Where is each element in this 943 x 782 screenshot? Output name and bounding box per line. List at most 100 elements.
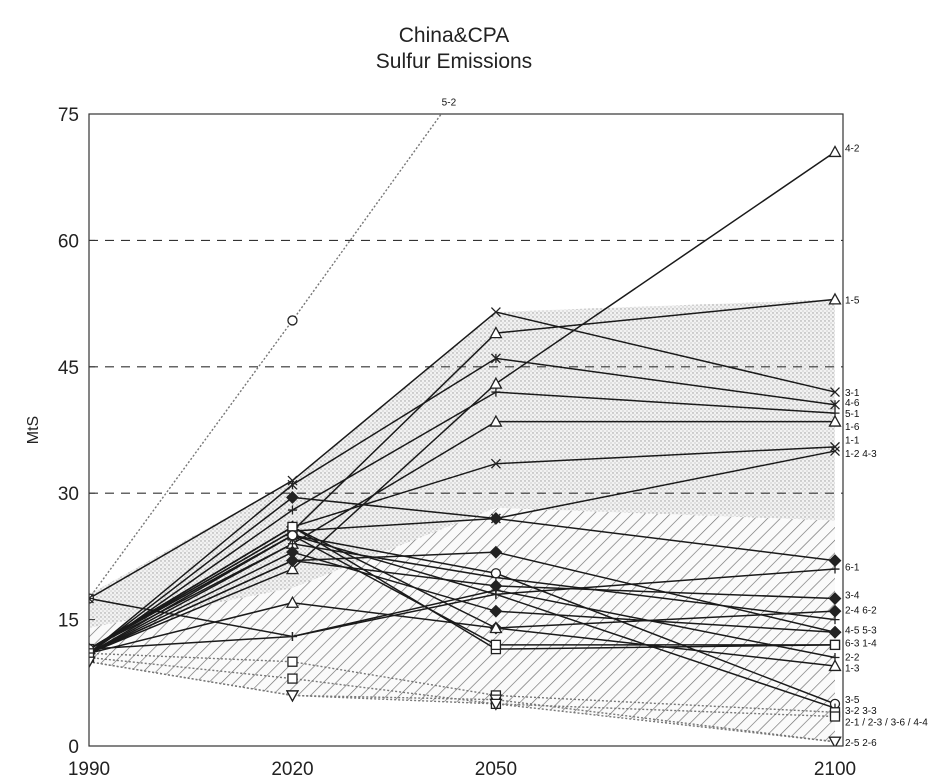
series-marker [491, 387, 501, 397]
gridlines [89, 239, 843, 494]
series-line [89, 551, 836, 654]
series-line [89, 593, 836, 709]
series-marker [830, 564, 840, 574]
series-marker [828, 625, 842, 639]
series-marker [89, 593, 94, 604]
series-marker [286, 554, 299, 568]
series-label: 1-2 4-3 [845, 449, 877, 460]
series-label: 3-5 [845, 695, 860, 706]
series-markers [89, 145, 842, 746]
series-label: 5-1 [845, 409, 860, 420]
series-label: 1-1 [845, 435, 860, 446]
series-line [89, 534, 836, 654]
y-tick-label: 30 [58, 484, 79, 505]
series-label: 6-1 [845, 563, 860, 574]
series-marker [830, 387, 840, 398]
chart-subtitle: Sulfur Emissions [376, 50, 532, 73]
series-marker [89, 656, 96, 669]
y-axis-label: MtS [25, 416, 42, 444]
series-marker [286, 490, 299, 504]
hatched-range-area [89, 507, 835, 742]
series-label: 6-3 1-4 [845, 638, 877, 649]
series-line [89, 661, 836, 743]
chart-title: China&CPA [399, 24, 510, 47]
series-marker [830, 441, 840, 452]
series-marker [285, 595, 300, 608]
series-lines [89, 114, 836, 743]
series-marker [828, 736, 842, 746]
series-marker [489, 604, 503, 618]
series-label: 1-6 [845, 422, 860, 433]
series-label: 1-5 [845, 295, 860, 306]
series-marker [489, 698, 503, 711]
series-marker [489, 512, 503, 525]
series-marker [828, 292, 842, 305]
series-marker [829, 711, 841, 722]
series-label: 4-5 5-3 [845, 626, 877, 637]
series-labels: 5-2 4-2 1-5 3-14-65-1 1-6 1-1 1-2 4-3 6-1 3-4 2-4… [442, 97, 929, 748]
series-label: 2-4 6-2 [845, 605, 877, 616]
series-line [89, 661, 836, 743]
series-line [89, 151, 836, 654]
series-line [89, 496, 836, 654]
series-marker [287, 479, 298, 490]
series-marker [490, 458, 501, 469]
series-marker [829, 639, 841, 651]
plot-frame [88, 113, 844, 747]
series-marker [489, 545, 503, 559]
series-marker [287, 673, 298, 684]
series-line [89, 420, 835, 650]
series-marker [490, 353, 501, 364]
series-marker [286, 545, 299, 559]
series-marker [287, 656, 298, 667]
series-marker [830, 615, 840, 625]
series-line [89, 542, 836, 654]
series-marker [830, 399, 840, 410]
series-line [89, 450, 836, 650]
series-line [89, 652, 836, 713]
series-marker [828, 414, 842, 427]
series-marker [828, 592, 842, 605]
series-line [89, 357, 836, 654]
y-tick-label: 60 [58, 231, 79, 252]
x-tick-label: 1990 [68, 759, 110, 780]
y-tick-label: 45 [58, 358, 79, 379]
series-line [89, 551, 836, 654]
series-marker [287, 530, 298, 541]
series-marker [89, 594, 94, 604]
series-marker [491, 589, 501, 599]
series-label: 1-3 [845, 664, 860, 675]
series-label: 4-2 [845, 144, 860, 155]
series-label: 2-2 [845, 653, 860, 664]
series-marker [828, 659, 842, 672]
series-label: 4-6 [845, 398, 860, 409]
series-line [89, 534, 836, 705]
series-marker [490, 568, 502, 579]
series-marker [828, 145, 842, 158]
series-label: 2-1 / 2-3 / 3-6 / 4-4 [845, 718, 928, 729]
y-tick-label: 15 [58, 611, 79, 632]
x-tick-label: 2050 [475, 759, 517, 780]
series-marker [830, 446, 840, 457]
series-marker [490, 307, 501, 317]
series-label: 2-5 2-6 [845, 738, 877, 749]
series-marker [285, 690, 300, 703]
series-line [89, 589, 836, 659]
series-marker [287, 505, 297, 515]
series-marker [285, 562, 300, 575]
series-marker [490, 639, 502, 651]
series-line [89, 391, 836, 654]
series-marker [287, 521, 298, 533]
x-tick-label: 2020 [271, 759, 313, 780]
y-tick-label: 75 [58, 105, 79, 126]
series-marker [489, 414, 503, 427]
series-line [89, 311, 836, 600]
series-label: 5-2 [442, 97, 457, 108]
series-label: 3-1 [845, 388, 860, 399]
series-marker [489, 621, 503, 634]
series-label: 3-2 3-3 [845, 706, 877, 717]
axis-ticks: 0 15 30 45 60 75 1990 2020 2050 2100 [58, 105, 856, 780]
y-tick-label: 0 [68, 737, 79, 758]
series-marker [287, 315, 298, 326]
